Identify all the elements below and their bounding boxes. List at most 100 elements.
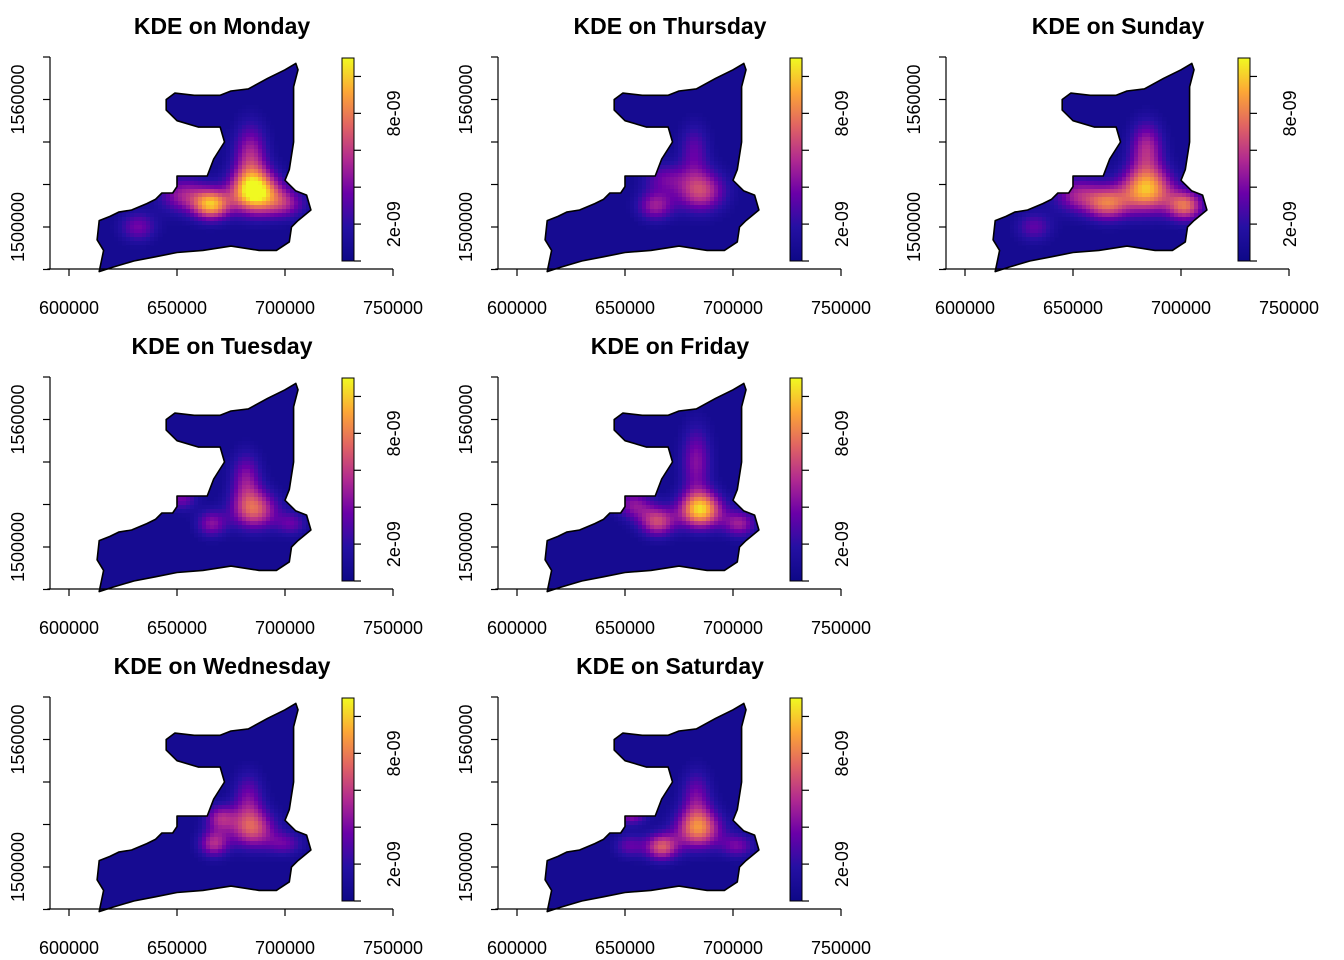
density-cell (658, 205, 663, 210)
density-cell (226, 205, 231, 210)
density-cell (694, 189, 699, 194)
density-cell (218, 801, 223, 806)
x-tick-label: 750000 (811, 298, 871, 318)
density-cell (662, 177, 667, 182)
density-cell (238, 165, 243, 170)
density-cell (1094, 225, 1099, 230)
density-cell (1098, 185, 1103, 190)
density-cell (142, 217, 147, 222)
density-cell (226, 525, 231, 530)
density-cell (282, 821, 287, 826)
density-cell (230, 189, 235, 194)
density-cell (710, 497, 715, 502)
density-cell (678, 513, 683, 518)
density-cell (1138, 217, 1143, 222)
density-cell (266, 809, 271, 814)
density-cell (1130, 193, 1135, 198)
density-cell (622, 829, 627, 834)
density-cell (1038, 193, 1043, 198)
density-cell (658, 185, 663, 190)
density-cell (742, 525, 747, 530)
density-cell (254, 129, 259, 134)
density-cell (134, 237, 139, 242)
density-cell (1150, 209, 1155, 214)
density-cell (722, 481, 727, 486)
density-cell (626, 849, 631, 854)
density-cell (1170, 205, 1175, 210)
density-cell (714, 833, 719, 838)
density-cell (262, 121, 267, 126)
density-cell (150, 193, 155, 198)
density-cell (1110, 201, 1115, 206)
density-cell (298, 197, 303, 202)
density-cell (274, 213, 279, 218)
density-cell (730, 193, 735, 198)
density-cell (206, 193, 211, 198)
density-cell (678, 837, 683, 842)
density-cell (714, 201, 719, 206)
density-cell (690, 193, 695, 198)
density-cell (638, 833, 643, 838)
density-cell (1142, 109, 1147, 114)
density-cell (714, 145, 719, 150)
density-cell (138, 217, 143, 222)
density-cell (242, 473, 247, 478)
density-cell (698, 765, 703, 770)
density-cell (690, 837, 695, 842)
colorbar-tick-label: 2e-09 (384, 201, 404, 247)
density-cell (710, 181, 715, 186)
density-cell (674, 133, 679, 138)
density-cell (290, 193, 295, 198)
density-cell (222, 501, 227, 506)
density-cell (1170, 141, 1175, 146)
density-cell (702, 805, 707, 810)
density-cell (1162, 209, 1167, 214)
density-cell (230, 837, 235, 842)
density-cell (686, 521, 691, 526)
density-cell (718, 841, 723, 846)
density-cell (646, 165, 651, 170)
density-cell (186, 505, 191, 510)
density-cell (1202, 217, 1207, 222)
density-cell (206, 857, 211, 862)
density-cell (226, 793, 231, 798)
density-cell (234, 137, 239, 142)
density-cell (290, 521, 295, 526)
density-cell (670, 209, 675, 214)
density-cell (742, 853, 747, 858)
density-cell (258, 181, 263, 186)
density-cell (242, 509, 247, 514)
density-cell (134, 221, 139, 226)
density-cell (1142, 197, 1147, 202)
density-cell (662, 813, 667, 818)
density-cell (1066, 205, 1071, 210)
density-cell (1142, 133, 1147, 138)
density-cell (730, 849, 735, 854)
density-cell (634, 169, 639, 174)
density-cell (710, 129, 715, 134)
density-cell (690, 781, 695, 786)
density-cell (1130, 169, 1135, 174)
density-cell (1182, 213, 1187, 218)
density-cell (654, 225, 659, 230)
density-cell (694, 217, 699, 222)
density-cell (1174, 217, 1179, 222)
density-cell (758, 841, 759, 846)
density-cell (654, 825, 659, 830)
density-cell (1014, 237, 1019, 242)
density-cell (262, 181, 267, 186)
density-cell (214, 501, 219, 506)
density-cell (726, 505, 731, 510)
density-cell (202, 521, 207, 526)
density-cell (234, 489, 239, 494)
density-cell (706, 445, 711, 450)
density-cell (262, 773, 267, 778)
density-cell (746, 845, 751, 850)
density-cell (234, 505, 239, 510)
density-cell (210, 841, 215, 846)
density-cell (658, 533, 663, 538)
density-cell (258, 217, 263, 222)
density-cell (270, 125, 275, 130)
density-cell (1034, 209, 1039, 214)
density-cell (242, 813, 247, 818)
